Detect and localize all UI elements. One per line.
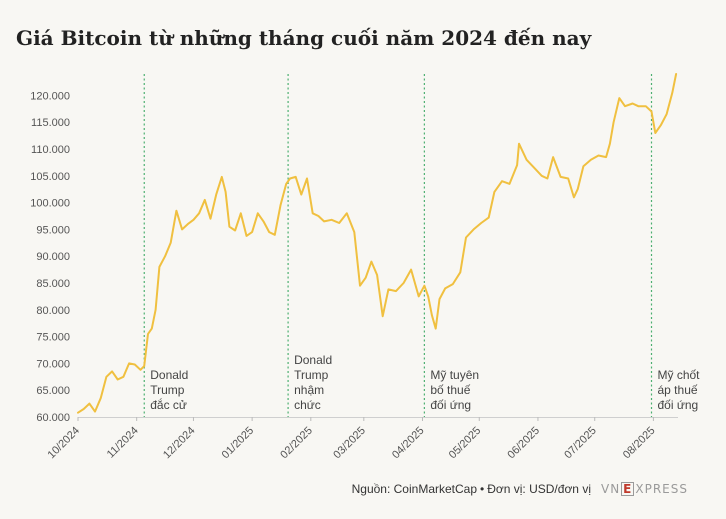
y-tick-label: 115.000	[31, 117, 70, 129]
x-tick-label: 06/2025	[505, 425, 542, 462]
vnexpress-logo: VN E XPRESS	[600, 482, 688, 496]
chart-title: Giá Bitcoin từ những tháng cuối năm 2024…	[16, 26, 592, 50]
y-tick-label: 80.000	[36, 305, 70, 317]
y-tick-label: 85.000	[36, 278, 70, 290]
y-tick-label: 70.000	[36, 358, 70, 370]
event-annotation: Mỹ tuyên bố thuế đối ứng	[430, 368, 479, 412]
source-text: Nguồn: CoinMarketCap	[351, 482, 478, 496]
y-tick-label: 75.000	[36, 332, 70, 344]
y-tick-label: 100.000	[30, 198, 70, 210]
x-tick-label: 10/2024	[46, 425, 83, 462]
x-tick-label: 08/2025	[621, 425, 658, 462]
unit-text: Đơn vị: USD/đơn vị	[487, 482, 591, 496]
x-tick-label: 01/2025	[220, 425, 257, 462]
x-tick-label: 03/2025	[331, 425, 368, 462]
event-annotation: Donald Trump đắc cử	[150, 368, 188, 412]
x-tick-label: 04/2025	[390, 425, 427, 462]
event-annotation: Donald Trump nhậm chức	[294, 353, 332, 412]
source-note: Nguồn: CoinMarketCap • Đơn vị: USD/đơn vị	[351, 482, 591, 496]
bitcoin-price-line	[77, 73, 678, 414]
x-tick-label: 07/2025	[562, 425, 599, 462]
chart-footer: Nguồn: CoinMarketCap • Đơn vị: USD/đơn vị …	[352, 482, 688, 496]
x-tick-label: 11/2024	[105, 425, 141, 461]
y-tick-label: 60.000	[36, 412, 70, 424]
y-tick-label: 65.000	[36, 385, 70, 397]
x-tick-label: 02/2025	[278, 425, 315, 462]
y-tick-label: 120.000	[30, 90, 70, 102]
x-tick-label: 12/2024	[161, 425, 198, 462]
y-tick-label: 105.000	[30, 171, 70, 183]
x-tick-label: 05/2025	[447, 425, 484, 462]
y-tick-label: 110.000	[31, 144, 70, 156]
y-tick-label: 90.000	[36, 251, 70, 263]
y-tick-label: 95.000	[36, 224, 70, 236]
event-annotation: Mỹ chốt áp thuế đối ứng	[658, 368, 701, 412]
